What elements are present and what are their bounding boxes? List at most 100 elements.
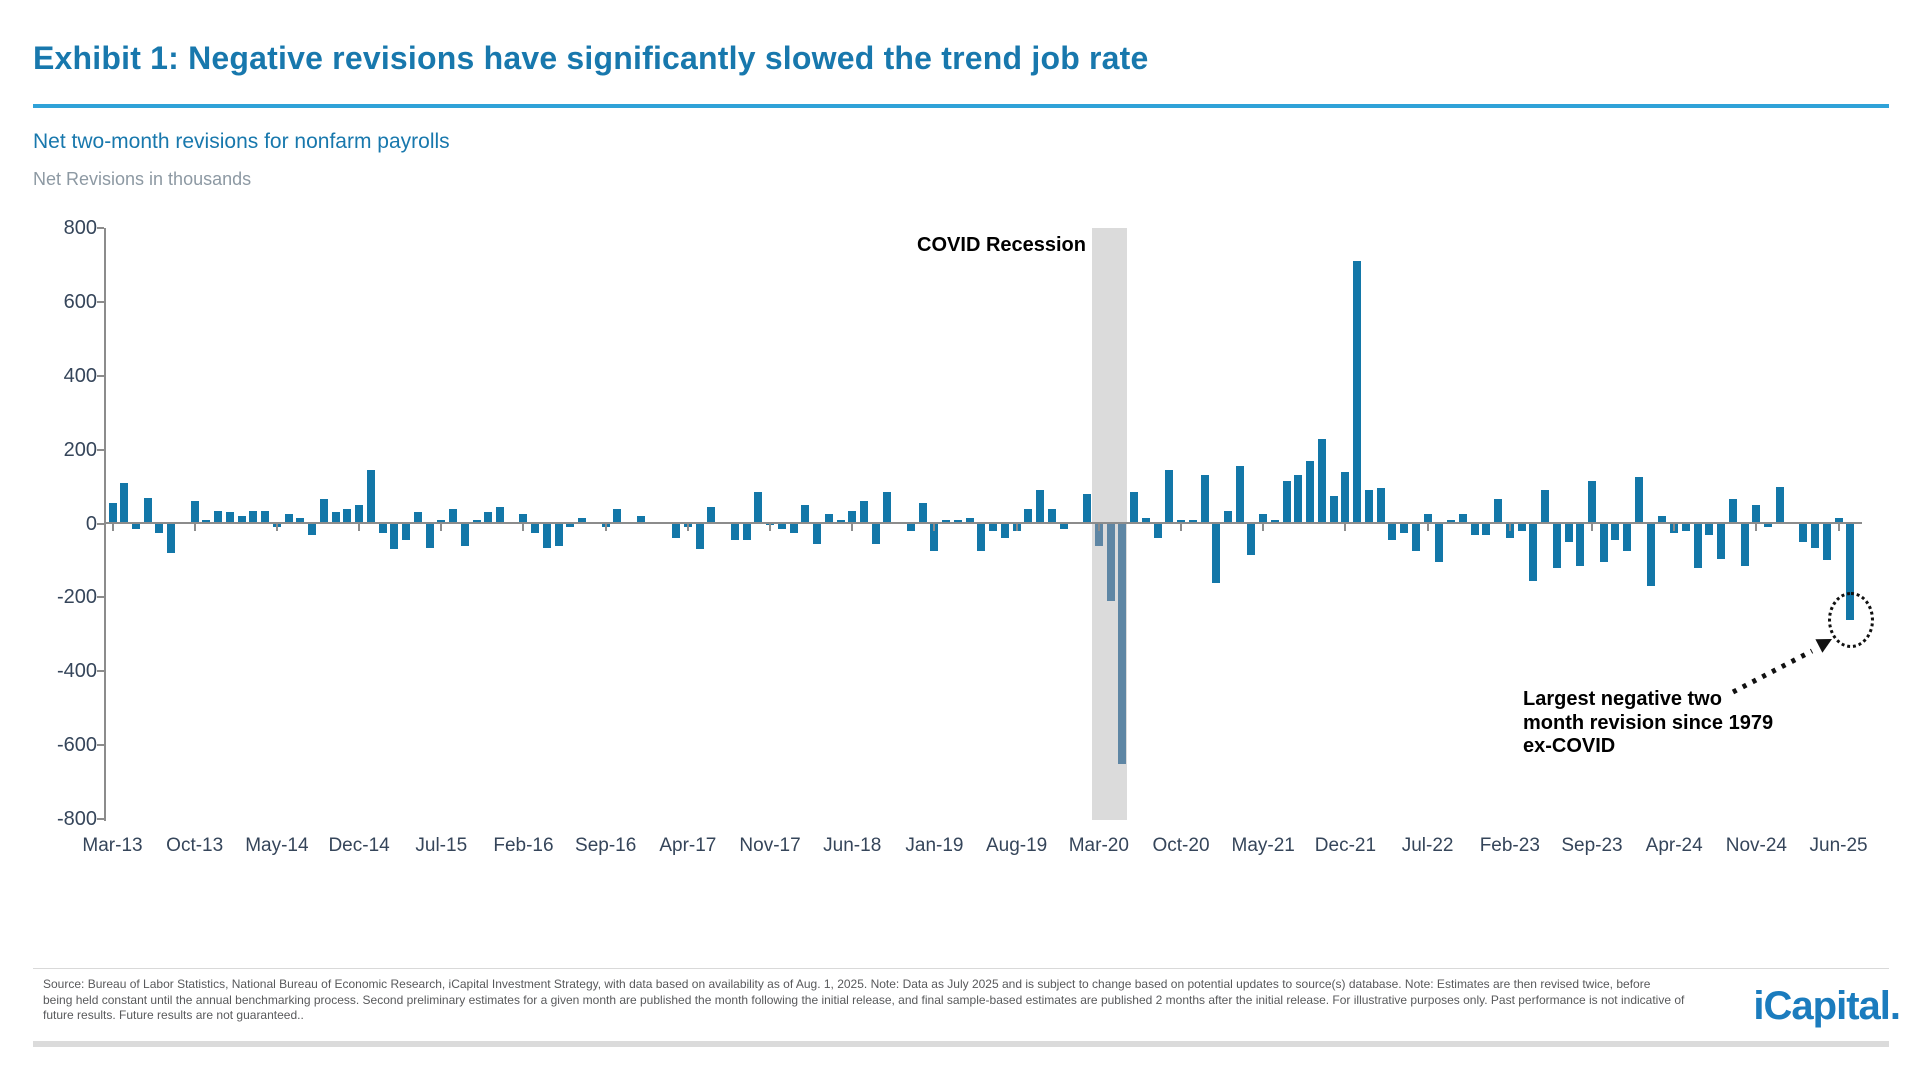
- bar-51: [707, 506, 716, 524]
- bar-30: [460, 523, 469, 546]
- bar-128: [1611, 523, 1620, 541]
- annotation-line-3: ex-COVID: [1523, 735, 1616, 757]
- x-tick-Oct-20: [1180, 524, 1183, 531]
- bar-145: [1811, 523, 1820, 548]
- bar-90: [1165, 469, 1174, 524]
- bar-81: [1059, 523, 1068, 530]
- bar-146: [1822, 523, 1831, 561]
- source-note-line-2: being held constant until the annual ben…: [43, 992, 1685, 1007]
- x-tick-Mar-20: [1097, 524, 1100, 531]
- source-note-line-3: future results. Future results are not g…: [43, 1008, 304, 1022]
- source-note-line-1: Source: Bureau of Labor Statistics, Nati…: [43, 977, 1651, 991]
- bar-36: [531, 523, 540, 533]
- x-tick-Nov-24: [1755, 524, 1758, 531]
- x-tick-label-Apr-24: Apr-24: [1645, 835, 1703, 856]
- bar-68: [906, 523, 915, 531]
- bar-102: [1306, 460, 1315, 524]
- x-tick-label-Jan-19: Jan-19: [905, 835, 964, 856]
- bar-17: [308, 523, 317, 535]
- y-tick-400: [97, 374, 104, 377]
- bar-138: [1728, 499, 1737, 524]
- bar-131: [1646, 523, 1655, 587]
- bar-97: [1247, 523, 1256, 555]
- bar-140: [1752, 505, 1761, 524]
- y-tick-200: [97, 448, 104, 451]
- bar-148: [1846, 523, 1855, 620]
- bar-7: [190, 501, 199, 524]
- bar-95: [1223, 510, 1232, 524]
- bar-112: [1423, 514, 1432, 524]
- bar-10: [225, 512, 234, 524]
- bar-37: [542, 523, 551, 548]
- x-tick-label-Oct-20: Oct-20: [1152, 835, 1210, 856]
- y-tick-label-400: 400: [63, 364, 97, 387]
- bar-12: [249, 510, 258, 524]
- bar-113: [1435, 523, 1444, 563]
- y-tick--600: [97, 744, 104, 747]
- bar-9: [214, 510, 223, 524]
- bar-121: [1529, 523, 1538, 581]
- bar-50: [695, 523, 704, 550]
- bar-122: [1541, 490, 1550, 524]
- chart-title: Net two-month revisions for nonfarm payr…: [33, 130, 450, 153]
- bar-40: [578, 517, 587, 524]
- bar-98: [1259, 514, 1268, 524]
- bar-70: [930, 523, 939, 552]
- bar-94: [1212, 523, 1221, 583]
- bar-100: [1282, 481, 1291, 524]
- bar-114: [1447, 519, 1456, 524]
- y-tick-label-800: 800: [63, 216, 97, 239]
- bar-105: [1341, 471, 1350, 524]
- page-title: Exhibit 1: Negative revisions have signi…: [33, 40, 1149, 76]
- bar-54: [742, 523, 751, 541]
- y-axis-units-label: Net Revisions in thousands: [33, 169, 252, 189]
- x-tick-label-May-14: May-14: [245, 835, 309, 856]
- bar-66: [883, 492, 892, 524]
- bar-22: [366, 469, 375, 524]
- bar-3: [143, 497, 152, 524]
- bar-130: [1634, 477, 1643, 524]
- bar-124: [1564, 523, 1573, 542]
- bar-99: [1270, 519, 1279, 524]
- y-tick-0: [97, 522, 104, 525]
- x-tick-label-Mar-20: Mar-20: [1068, 835, 1129, 856]
- y-tick--800: [97, 818, 104, 821]
- bar-83: [1083, 493, 1092, 524]
- bar-71: [942, 519, 951, 524]
- x-tick-label-Dec-21: Dec-21: [1314, 835, 1377, 856]
- bar-74: [977, 523, 986, 552]
- x-tick-label-Mar-13: Mar-13: [82, 835, 143, 856]
- x-tick-label-Oct-13: Oct-13: [166, 835, 224, 856]
- bar-2: [131, 523, 140, 530]
- bar-144: [1799, 523, 1808, 542]
- x-tick-Jan-19: [933, 524, 936, 531]
- bar-80: [1047, 508, 1056, 524]
- icapital-logo: iCapital.: [1753, 984, 1901, 1028]
- bar-85: [1106, 523, 1115, 602]
- bar-118: [1494, 499, 1503, 524]
- bar-139: [1740, 523, 1749, 566]
- y-tick-600: [97, 300, 104, 303]
- x-tick-label-Nov-17: Nov-17: [739, 835, 801, 856]
- bar-45: [636, 516, 645, 524]
- y-tick-label--800: -800: [56, 808, 97, 831]
- bar-106: [1353, 261, 1362, 524]
- bar-0: [108, 503, 117, 524]
- bar-15: [284, 514, 293, 524]
- x-tick-Jul-15: [440, 524, 443, 531]
- y-tick-label-600: 600: [63, 290, 97, 313]
- bar-79: [1036, 490, 1045, 524]
- bar-64: [859, 501, 868, 524]
- y-axis-spine: [104, 228, 106, 821]
- y-tick-label-200: 200: [63, 438, 97, 461]
- bar-115: [1458, 514, 1467, 524]
- bar-116: [1470, 523, 1479, 535]
- bar-48: [672, 523, 681, 539]
- bar-8: [202, 519, 211, 524]
- bar-32: [484, 512, 493, 524]
- bar-111: [1411, 523, 1420, 552]
- y-tick-label--200: -200: [56, 586, 97, 609]
- bar-126: [1587, 481, 1596, 524]
- bar-91: [1177, 519, 1186, 524]
